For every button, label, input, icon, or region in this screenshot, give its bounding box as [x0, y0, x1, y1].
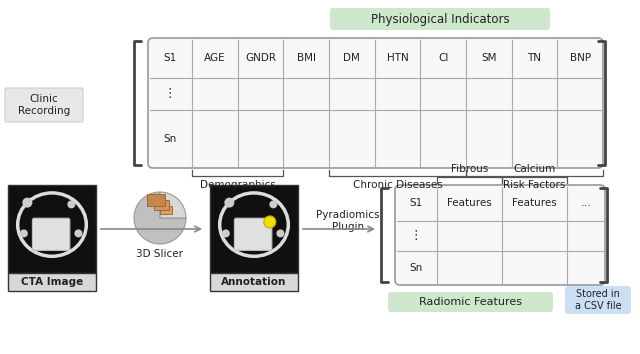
Text: Features: Features — [512, 198, 557, 208]
Text: CTA Image: CTA Image — [21, 277, 83, 287]
FancyBboxPatch shape — [330, 8, 550, 30]
Bar — [160, 206, 172, 214]
Bar — [8, 185, 96, 273]
FancyBboxPatch shape — [234, 218, 272, 250]
Text: Physiological Indicators: Physiological Indicators — [371, 12, 509, 25]
Circle shape — [264, 216, 276, 228]
Text: BNP: BNP — [570, 53, 591, 63]
Text: Stored in
a CSV file: Stored in a CSV file — [575, 289, 621, 311]
Text: Demographics: Demographics — [200, 180, 276, 190]
Text: TN: TN — [527, 53, 541, 63]
FancyBboxPatch shape — [388, 292, 553, 312]
Text: CI: CI — [438, 53, 449, 63]
Circle shape — [276, 229, 284, 238]
Bar — [154, 200, 168, 210]
Circle shape — [20, 229, 28, 238]
Text: S1: S1 — [163, 53, 177, 63]
Text: Calcium: Calcium — [513, 164, 556, 174]
Bar — [210, 273, 298, 291]
Bar — [147, 194, 165, 206]
Circle shape — [269, 200, 277, 209]
Circle shape — [222, 229, 230, 238]
Text: DM: DM — [344, 53, 360, 63]
Text: Annotation: Annotation — [221, 277, 287, 287]
Text: Pyradiomics
Plugin: Pyradiomics Plugin — [316, 210, 380, 232]
Text: HTN: HTN — [387, 53, 408, 63]
Text: Chronic Diseases: Chronic Diseases — [353, 180, 442, 190]
FancyBboxPatch shape — [148, 38, 603, 168]
Text: BMI: BMI — [297, 53, 316, 63]
Text: GNDR: GNDR — [245, 53, 276, 63]
FancyBboxPatch shape — [395, 185, 605, 285]
Text: ⋮: ⋮ — [410, 229, 422, 242]
Wedge shape — [160, 192, 186, 218]
Circle shape — [67, 200, 76, 209]
Circle shape — [22, 198, 33, 207]
Text: Features: Features — [447, 198, 492, 208]
FancyBboxPatch shape — [33, 218, 70, 250]
Text: AGE: AGE — [204, 53, 226, 63]
Wedge shape — [134, 192, 186, 244]
Text: ⋮: ⋮ — [164, 87, 176, 101]
Circle shape — [225, 198, 234, 207]
Text: Radiomic Features: Radiomic Features — [419, 297, 522, 307]
Text: Sn: Sn — [410, 263, 422, 273]
Text: Sn: Sn — [163, 134, 177, 144]
Text: ...: ... — [580, 198, 591, 208]
Text: Clinic
Recording: Clinic Recording — [18, 94, 70, 116]
FancyBboxPatch shape — [565, 286, 631, 314]
Bar — [210, 185, 298, 273]
Text: 3D Slicer: 3D Slicer — [136, 249, 184, 259]
Text: S1: S1 — [410, 198, 422, 208]
Text: Risk Factors: Risk Factors — [503, 180, 566, 190]
Circle shape — [74, 229, 83, 238]
FancyBboxPatch shape — [5, 88, 83, 122]
Text: SM: SM — [481, 53, 497, 63]
Text: Fibrous: Fibrous — [451, 164, 488, 174]
Bar — [8, 273, 96, 291]
